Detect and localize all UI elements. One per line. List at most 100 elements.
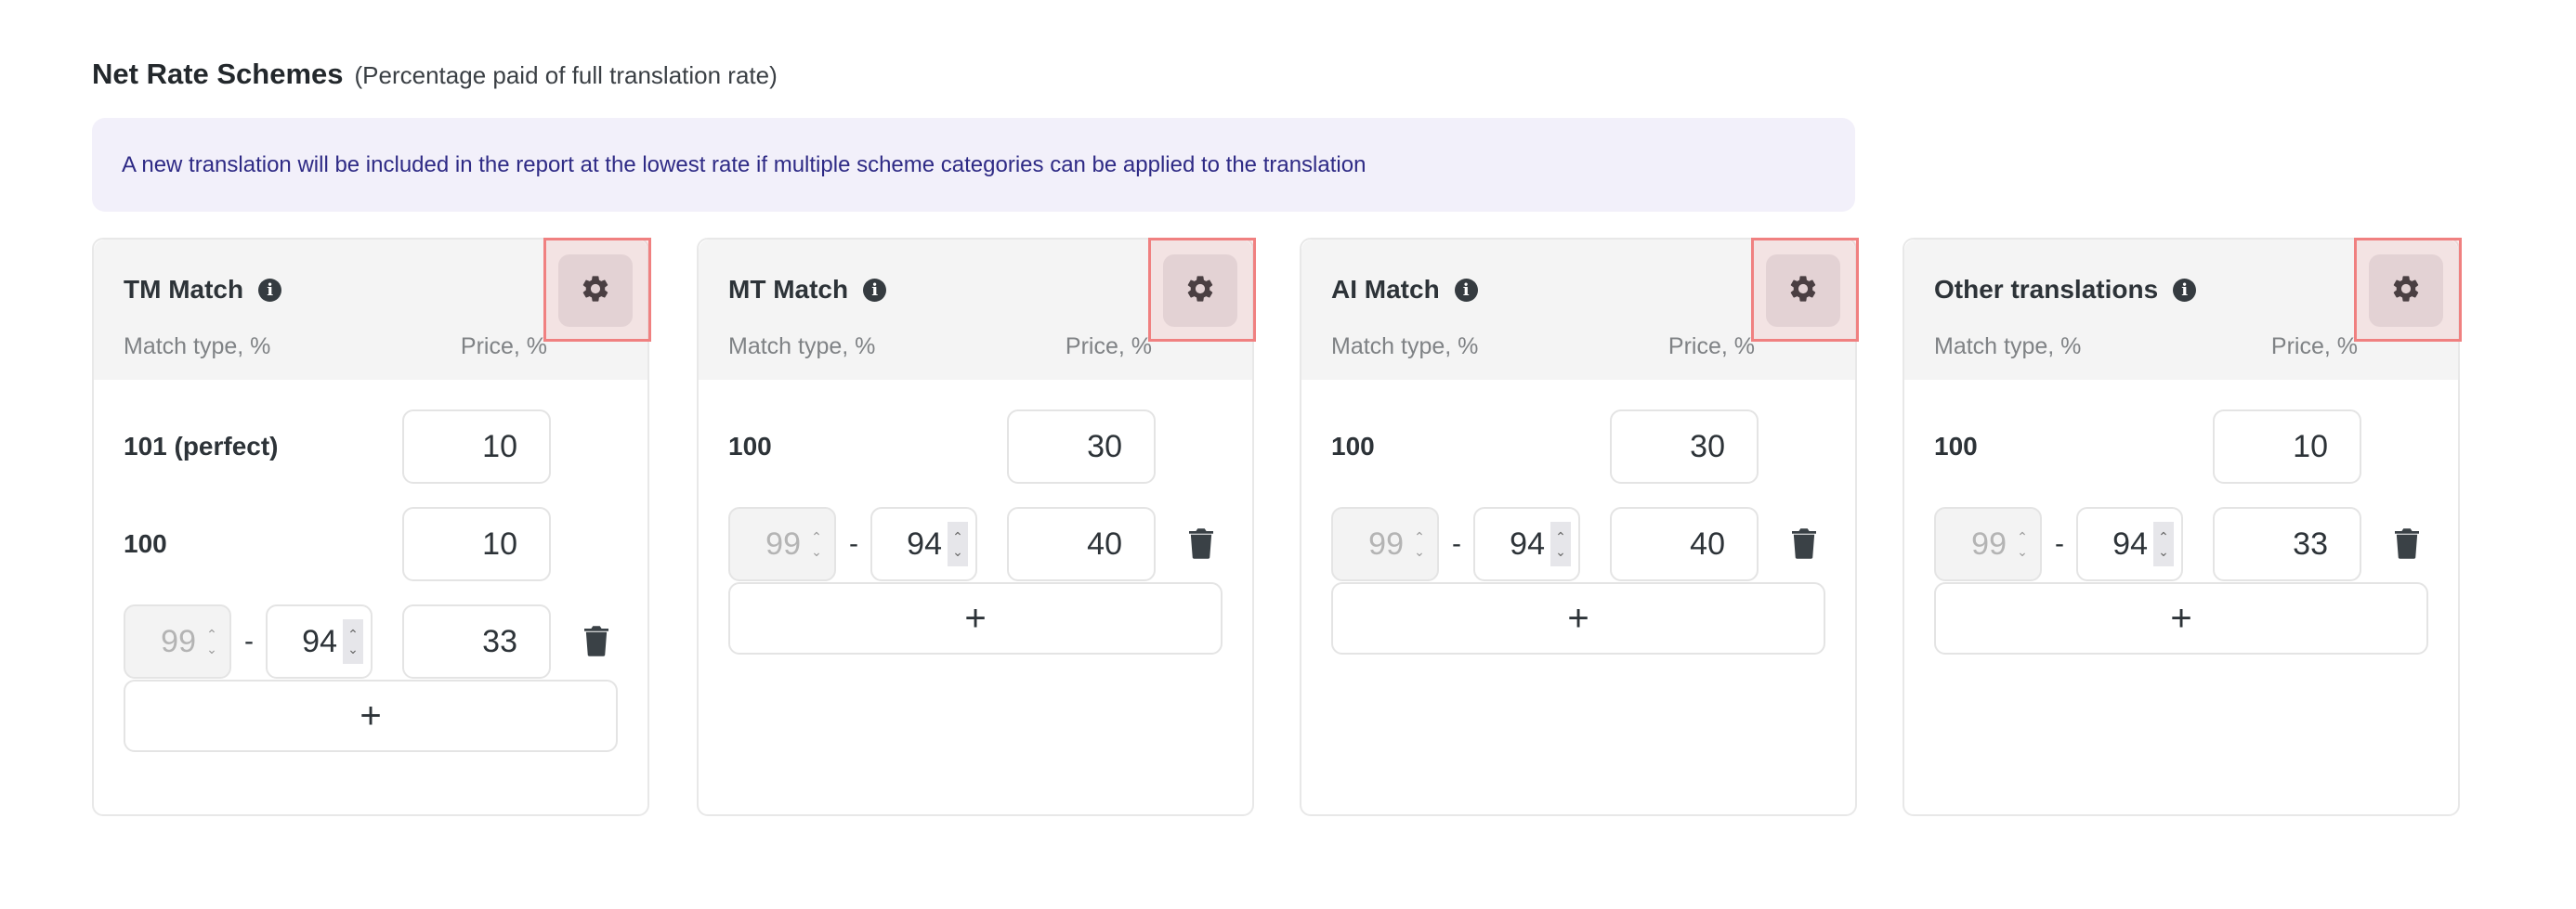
- range-min-input: 99 ⌃ ⌄: [1331, 507, 1439, 581]
- range-max-input[interactable]: 94 ⌃ ⌄: [1473, 507, 1580, 581]
- range-rate-row: 99 ⌃ ⌄ - 94 ⌃ ⌄ 40: [728, 507, 1230, 581]
- price-value: 10: [482, 526, 517, 562]
- spinner-icon[interactable]: ⌃ ⌄: [343, 619, 363, 664]
- match-type-label: 100: [124, 529, 167, 558]
- price-column-header: Price, %: [460, 333, 547, 359]
- price-input[interactable]: 40: [1610, 507, 1759, 581]
- match-type-column-header: Match type, %: [728, 333, 876, 359]
- range-rate-row: 99 ⌃ ⌄ - 94 ⌃ ⌄ 33: [1934, 507, 2436, 581]
- spinner-icon: ⌃ ⌄: [811, 529, 822, 559]
- match-type-label: 100: [1331, 432, 1375, 461]
- price-value: 30: [1690, 428, 1725, 464]
- price-input[interactable]: 30: [1610, 409, 1759, 484]
- range-max-value: 94: [907, 526, 942, 562]
- price-value: 40: [1690, 526, 1725, 562]
- gear-icon: [1787, 273, 1819, 309]
- range-min-value: 99: [1368, 526, 1404, 562]
- section-heading: Net Rate Schemes (Percentage paid of ful…: [92, 58, 778, 91]
- card-header: [94, 240, 647, 380]
- scheme-card: TM Match i Match type, % Price, % 101 (pe…: [92, 238, 651, 816]
- notice-text: A new translation will be included in th…: [122, 151, 1366, 177]
- price-value: 10: [482, 428, 517, 464]
- price-input[interactable]: 10: [2213, 409, 2361, 484]
- price-column-header: Price, %: [1065, 333, 1152, 359]
- range-rate-row: 99 ⌃ ⌄ - 94 ⌃ ⌄ 40: [1331, 507, 1833, 581]
- add-row-button[interactable]: +: [728, 582, 1223, 655]
- trash-icon[interactable]: [1792, 527, 1816, 564]
- range-separator: -: [1452, 528, 1461, 559]
- range-min-input: 99 ⌃ ⌄: [1934, 507, 2042, 581]
- range-max-value: 94: [1510, 526, 1545, 562]
- info-icon[interactable]: i: [2173, 278, 2197, 302]
- match-type-label: 100: [728, 432, 772, 461]
- card-title-text: MT Match: [728, 275, 849, 304]
- scheme-card: MT Match i Match type, % Price, % 100 30 …: [697, 238, 1256, 816]
- info-notice: A new translation will be included in th…: [92, 118, 1855, 212]
- info-icon[interactable]: i: [1454, 278, 1478, 302]
- range-min-input: 99 ⌃ ⌄: [124, 604, 231, 679]
- card-title: Other translations i: [1934, 275, 2197, 305]
- card-header: [1301, 240, 1855, 380]
- range-max-input[interactable]: 94 ⌃ ⌄: [266, 604, 373, 679]
- price-value: 10: [2293, 428, 2328, 464]
- range-min-input: 99 ⌃ ⌄: [728, 507, 836, 581]
- match-type-column-header: Match type, %: [1934, 333, 2082, 359]
- price-value: 40: [1087, 526, 1122, 562]
- fixed-rate-row: 100 30: [728, 409, 1230, 484]
- range-max-input[interactable]: 94 ⌃ ⌄: [2076, 507, 2183, 581]
- settings-button[interactable]: [1766, 254, 1840, 327]
- price-input[interactable]: 33: [402, 604, 551, 679]
- card-title: TM Match i: [124, 275, 282, 305]
- trash-icon[interactable]: [1189, 527, 1213, 564]
- card-title: AI Match i: [1331, 275, 1478, 305]
- match-type-column-header: Match type, %: [1331, 333, 1479, 359]
- add-row-button[interactable]: +: [1331, 582, 1825, 655]
- fixed-rate-row: 101 (perfect) 10: [124, 409, 625, 484]
- card-title-text: AI Match: [1331, 275, 1440, 304]
- gear-icon: [2390, 273, 2422, 309]
- card-title-text: Other translations: [1934, 275, 2159, 304]
- price-input[interactable]: 10: [402, 409, 551, 484]
- spinner-icon[interactable]: ⌃ ⌄: [1550, 522, 1571, 566]
- range-max-input[interactable]: 94 ⌃ ⌄: [870, 507, 977, 581]
- match-type-label: 100: [1934, 432, 1978, 461]
- match-type-column-header: Match type, %: [124, 333, 271, 359]
- price-value: 30: [1087, 428, 1122, 464]
- range-max-value: 94: [302, 623, 337, 659]
- fixed-rate-row: 100 10: [124, 507, 625, 581]
- price-column-header: Price, %: [2270, 333, 2358, 359]
- trash-icon[interactable]: [2395, 527, 2419, 564]
- price-input[interactable]: 33: [2213, 507, 2361, 581]
- price-input[interactable]: 30: [1007, 409, 1156, 484]
- spinner-icon: ⌃ ⌄: [206, 627, 217, 656]
- info-icon[interactable]: i: [863, 278, 887, 302]
- range-separator: -: [849, 528, 858, 559]
- add-row-button[interactable]: +: [1934, 582, 2428, 655]
- price-value: 33: [2293, 526, 2328, 562]
- range-min-value: 99: [765, 526, 801, 562]
- price-input[interactable]: 10: [402, 507, 551, 581]
- spinner-icon[interactable]: ⌃ ⌄: [2153, 522, 2174, 566]
- price-value: 33: [482, 623, 517, 659]
- match-type-label: 101 (perfect): [124, 432, 279, 461]
- price-column-header: Price, %: [1667, 333, 1755, 359]
- card-title-text: TM Match: [124, 275, 244, 304]
- card-header: [1904, 240, 2458, 380]
- range-separator: -: [2055, 528, 2064, 559]
- settings-button[interactable]: [558, 254, 633, 327]
- spinner-icon: ⌃ ⌄: [2017, 529, 2028, 559]
- price-input[interactable]: 40: [1007, 507, 1156, 581]
- add-row-button[interactable]: +: [124, 680, 618, 752]
- range-min-value: 99: [1971, 526, 2007, 562]
- settings-button[interactable]: [2369, 254, 2443, 327]
- settings-button[interactable]: [1163, 254, 1237, 327]
- spinner-icon: ⌃ ⌄: [1414, 529, 1425, 559]
- range-separator: -: [244, 626, 254, 656]
- scheme-card: Other translations i Match type, % Price,…: [1903, 238, 2462, 816]
- fixed-rate-row: 100 30: [1331, 409, 1833, 484]
- spinner-icon[interactable]: ⌃ ⌄: [948, 522, 968, 566]
- trash-icon[interactable]: [584, 625, 608, 661]
- info-icon[interactable]: i: [258, 278, 282, 302]
- range-min-value: 99: [161, 623, 196, 659]
- section-title: Net Rate Schemes: [92, 58, 344, 90]
